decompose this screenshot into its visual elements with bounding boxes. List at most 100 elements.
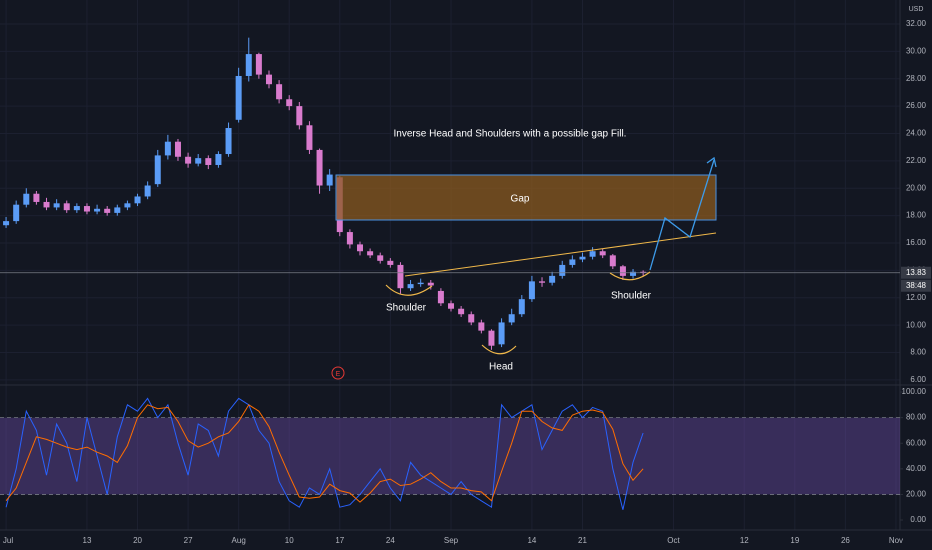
candle-body [397,264,404,289]
y-tick-label: 28.00 [906,74,927,83]
candle-body [185,156,192,164]
x-tick-label: 14 [527,536,536,545]
candle-body [478,322,485,331]
y-tick-label: 30.00 [906,46,927,55]
idea-title: Inverse Head and Shoulders with a possib… [394,129,627,140]
y-tick-label: 40.00 [906,464,927,473]
left-shoulder-label: Shoulder [386,303,427,314]
x-tick-label: 24 [386,536,395,545]
y-tick-label: 26.00 [906,101,927,110]
left-shoulder-arc [385,284,433,296]
candle-body [114,207,121,213]
x-tick-label: Nov [889,536,903,545]
currency: USD [909,6,924,13]
y-tick-label: 22.00 [906,156,927,165]
candle-body [316,149,323,186]
candle-body [306,125,313,150]
candle-body [73,206,80,211]
candle-body [417,282,424,285]
marks [0,37,900,510]
candle-body [498,322,505,345]
neckline [404,232,717,277]
y-tick-label: 80.00 [906,413,927,422]
x-tick-label: Jul [3,536,13,545]
x-tick-label: 19 [790,536,799,545]
candle-body [539,281,546,283]
y-tick-label: 12.00 [906,293,927,302]
candle-body [609,255,616,267]
candle-body [508,314,515,323]
y-tick-label: 10.00 [906,320,927,329]
x-tick-label: 10 [285,536,294,545]
candle-body [357,244,363,252]
x-tick-label: 17 [335,536,344,545]
countdown-label: 38:48 [906,281,927,290]
candle-body [458,308,465,315]
right-shoulder-arc [609,271,651,281]
candle-body [225,128,232,155]
y-tick-label: 0.00 [910,515,926,524]
last-price-box [901,266,931,279]
candle-body [276,84,283,100]
y-tick-label: 16.00 [906,238,927,247]
candle-body [235,75,242,120]
candle-body [164,141,171,156]
candle-body [387,260,394,265]
x-tick-label: 27 [184,536,193,545]
y-tick-label: 6.00 [910,375,926,384]
candle-body [94,208,101,212]
gap-label: Gap [511,194,530,205]
candle-body [265,74,272,85]
candle-body [205,158,212,165]
candle-body [23,193,30,205]
band-fill [0,417,900,495]
projection-arrow [649,159,715,271]
earnings-badge[interactable] [331,366,345,380]
candle-body [83,206,90,212]
candle-body [559,264,566,276]
currency-box [906,3,926,15]
candle-body [589,251,596,257]
x-tick-label: Aug [232,536,246,545]
candle-body [53,203,60,208]
candle-body [255,54,262,75]
candle-body [3,221,10,226]
y-tick-label: 20.00 [906,490,927,499]
stochastic-line [5,397,644,510]
candle-body [346,232,353,245]
y-tick-label: 18.00 [906,211,927,220]
y-tick-label: 60.00 [906,438,927,447]
countdown-box [901,279,931,292]
candle-body [33,193,40,202]
candle-body [630,271,637,276]
candle-body [427,282,434,286]
y-tick-label: 100.00 [902,387,927,396]
candle-body [569,259,576,265]
x-tick-label: Sep [444,536,459,545]
candle-body [619,266,626,276]
y-tick-label: 32.00 [906,19,927,28]
candle-body [437,290,444,304]
y-tick-label: 8.00 [910,348,926,357]
gap-box [335,174,717,221]
x-tick-label: Oct [667,536,680,545]
candle-body [448,303,455,309]
x-tick-label: 12 [740,536,749,545]
candle-body [326,174,333,186]
candle-body [43,201,50,208]
grid [0,0,900,530]
candle-body [377,255,384,261]
x-tick-label: 21 [578,536,587,545]
x-tick-label: 20 [133,536,142,545]
candle-body [13,204,20,222]
last-price-label: 13.83 [906,268,927,277]
head-label: Head [489,362,513,373]
candle-body [579,256,586,260]
candle-body [286,99,293,107]
candle-body [468,314,475,323]
candle-body [528,281,535,300]
candle-body [640,271,647,273]
head-arc [481,344,517,355]
